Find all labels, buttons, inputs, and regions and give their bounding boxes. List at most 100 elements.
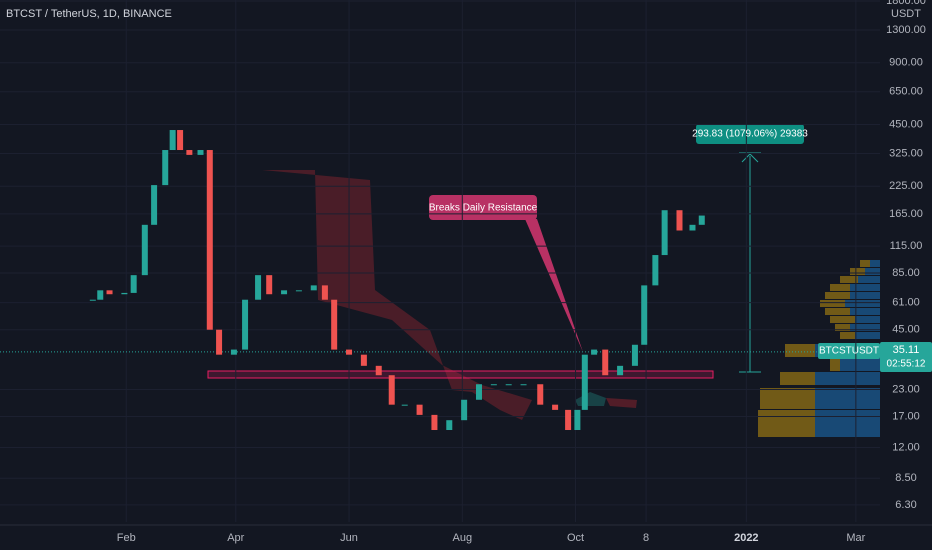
candle xyxy=(310,285,317,291)
candle xyxy=(106,290,113,295)
volume-profile-bar xyxy=(835,324,850,331)
candle xyxy=(388,375,395,405)
volume-profile-bar xyxy=(858,276,880,283)
volume-profile-bar xyxy=(830,358,840,371)
volume-profile-bar xyxy=(830,316,855,323)
volume-profile-bar xyxy=(850,308,880,315)
volume-profile-bar xyxy=(850,268,865,275)
x-tick-label: 2022 xyxy=(734,532,758,544)
candle xyxy=(552,404,559,410)
candle xyxy=(151,185,158,225)
x-tick-label: Aug xyxy=(452,532,472,544)
candle xyxy=(565,409,572,431)
candle xyxy=(266,275,273,295)
volume-profile-bar xyxy=(825,292,850,299)
candle xyxy=(591,349,598,355)
volume-profile-bar xyxy=(758,410,815,437)
resistance-zone xyxy=(207,370,714,379)
candle xyxy=(130,275,137,293)
price-label-box xyxy=(880,342,932,372)
y-tick-label: 225.00 xyxy=(889,180,923,192)
volume-profile-bar xyxy=(850,284,880,291)
y-tick-label: 1300.00 xyxy=(886,24,926,36)
candle xyxy=(242,299,249,350)
symbol-label-box xyxy=(818,343,880,359)
volume-profile-bar xyxy=(850,324,880,331)
candle xyxy=(121,292,128,295)
candle xyxy=(216,329,223,355)
candle xyxy=(346,349,353,355)
candle xyxy=(520,384,527,386)
countdown: 02:55:12 xyxy=(887,359,926,370)
volume-profile-bar xyxy=(815,388,880,409)
annotation-pointer xyxy=(525,219,583,352)
y-tick-label: 450.00 xyxy=(889,118,923,130)
candle xyxy=(255,275,262,300)
candle xyxy=(141,224,148,276)
candle xyxy=(661,210,668,256)
candle xyxy=(281,290,288,295)
y-tick-label: 85.00 xyxy=(892,267,920,279)
volume-profile-bar xyxy=(785,344,815,357)
volume-profile-bar xyxy=(855,332,880,339)
symbol-label: BTCSTUSDT xyxy=(819,346,879,357)
candle xyxy=(162,150,169,186)
volume-profile-bar xyxy=(815,410,880,437)
y-tick-label: 900.00 xyxy=(889,57,923,69)
last-price-label: 35.11 xyxy=(893,344,920,356)
candle xyxy=(295,290,302,292)
candle xyxy=(574,409,581,431)
measure-label: 293.83 (1079.06%) 29383 xyxy=(692,129,808,140)
volume-profile-bar xyxy=(845,300,880,307)
candle xyxy=(331,299,338,350)
candle xyxy=(177,130,184,151)
candle xyxy=(186,150,193,155)
volume-profile-bar xyxy=(870,260,880,267)
y-tick-label: 115.00 xyxy=(890,240,923,252)
candle xyxy=(617,365,624,376)
x-tick-label: 8 xyxy=(643,532,649,544)
y-tick-label: 165.00 xyxy=(889,208,923,220)
ichimoku-cloud-red xyxy=(606,398,637,408)
x-tick-label: Apr xyxy=(227,532,244,544)
candle xyxy=(321,285,328,300)
x-tick-label: Oct xyxy=(567,532,584,544)
candle xyxy=(581,354,588,410)
candle xyxy=(461,399,468,421)
y-tick-label: 8.50 xyxy=(895,472,916,484)
volume-profile-bar xyxy=(865,268,880,275)
candle xyxy=(490,384,497,386)
y-tick-label: 45.00 xyxy=(892,324,920,336)
volume-profile-bar xyxy=(840,358,880,371)
candle xyxy=(401,404,408,406)
volume-profile-bar xyxy=(840,276,858,283)
candle xyxy=(360,354,367,366)
candle xyxy=(631,344,638,366)
volume-profile-bar xyxy=(850,292,880,299)
candle xyxy=(537,384,544,405)
volume-profile-bar xyxy=(780,372,815,385)
y-tick-label: 1800.00 xyxy=(886,0,926,7)
candle xyxy=(475,384,482,400)
candle xyxy=(676,210,683,231)
chart-title: BTCST / TetherUS, 1D, BINANCE xyxy=(6,8,172,20)
volume-profile-bar xyxy=(860,260,870,267)
candle xyxy=(641,285,648,345)
candle xyxy=(505,384,512,386)
y-tick-label: 12.00 xyxy=(892,441,920,453)
measure-label-box xyxy=(696,124,804,144)
volume-profile-bar xyxy=(830,284,850,291)
ichimoku-cloud xyxy=(262,170,532,420)
y-tick-label: 23.00 xyxy=(892,383,920,395)
volume-profile-bar xyxy=(760,388,815,409)
candle xyxy=(97,290,104,300)
y-tick-label: 17.00 xyxy=(892,410,920,422)
candle xyxy=(416,404,423,415)
x-tick-label: Mar xyxy=(846,532,865,544)
x-tick-label: Jun xyxy=(340,532,358,544)
candle xyxy=(375,365,382,376)
candle xyxy=(698,215,705,225)
candle xyxy=(431,414,438,431)
